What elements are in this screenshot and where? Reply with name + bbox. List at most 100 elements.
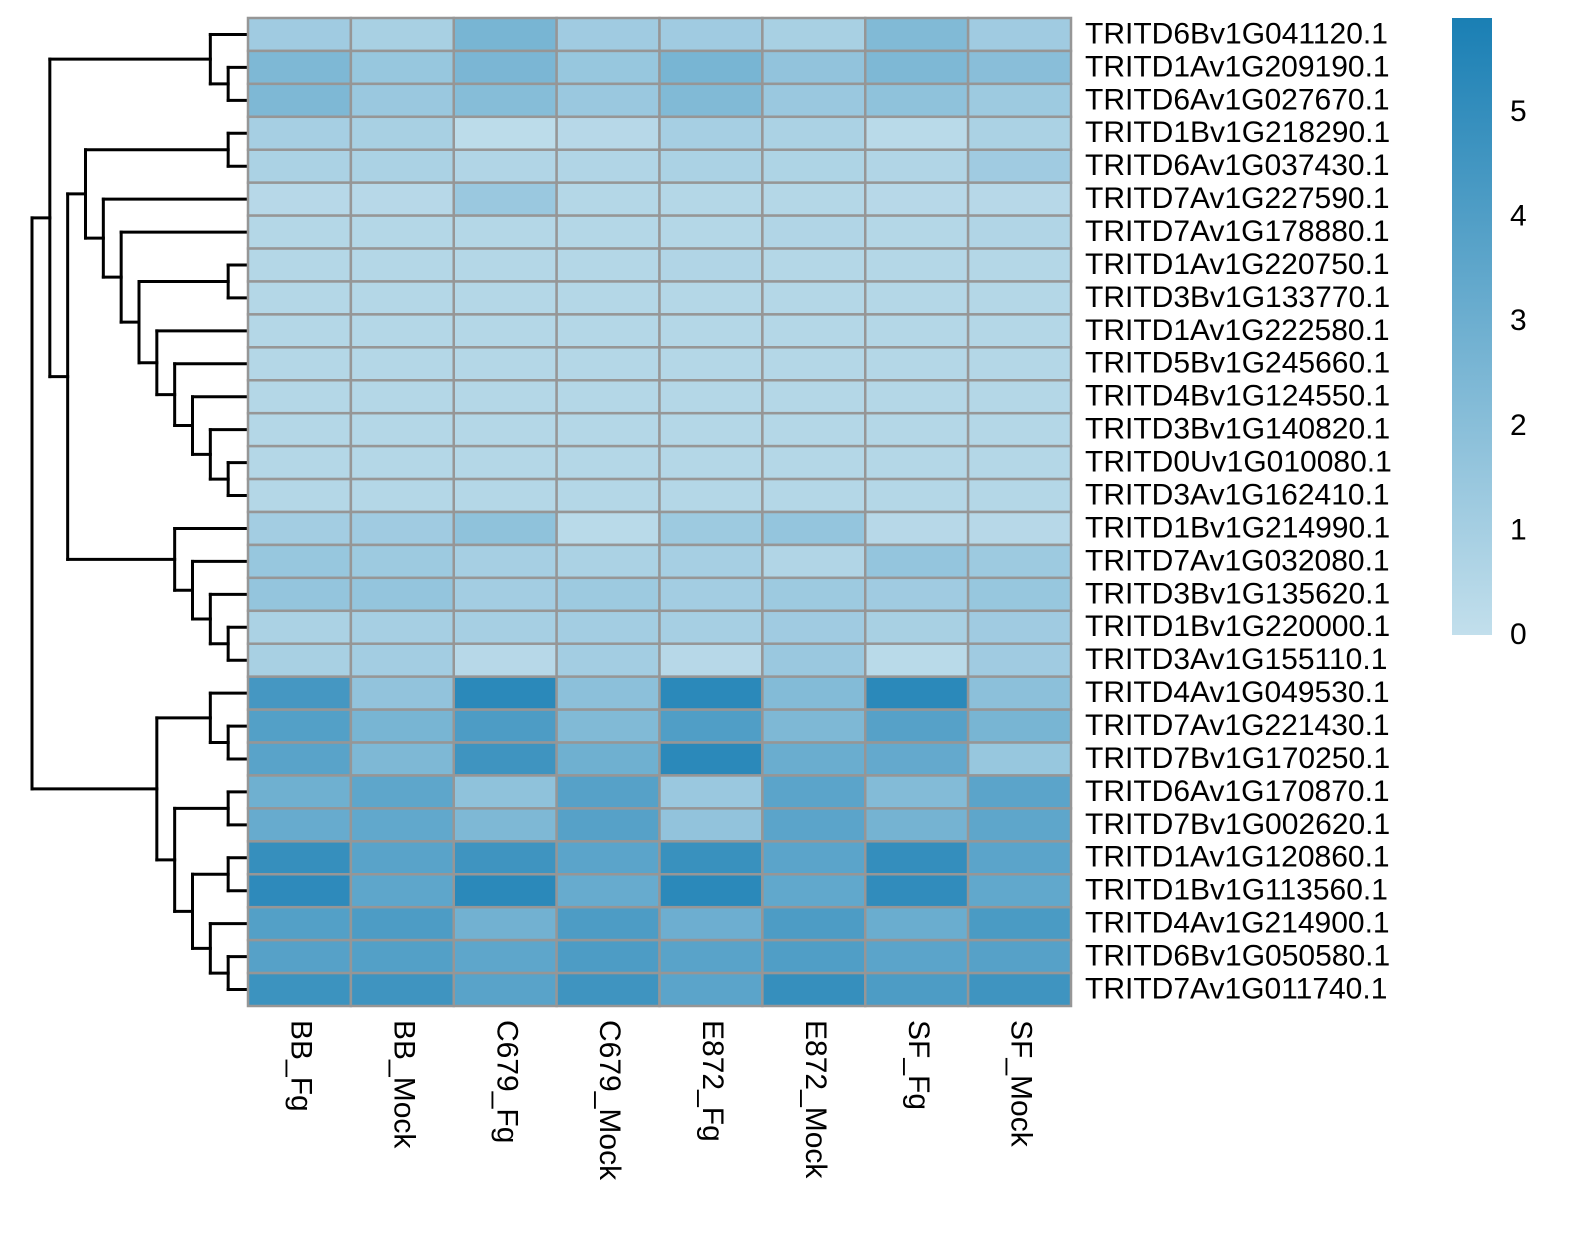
- heatmap-cell: [246, 477, 353, 514]
- heatmap-cell: [349, 807, 455, 843]
- heatmap-cell: [761, 675, 867, 711]
- heatmap-cell: [658, 971, 764, 1008]
- heatmap-cell: [761, 873, 867, 909]
- heatmap-cell: [555, 313, 661, 349]
- column-label: BB_Mock: [387, 1020, 420, 1149]
- heatmap-cell: [555, 609, 661, 645]
- heatmap-cells: [246, 16, 1073, 1008]
- heatmap-cell: [864, 971, 970, 1008]
- legend-tick-label: 3: [1510, 304, 1527, 337]
- row-label: TRITD6Bv1G041120.1: [1085, 17, 1388, 50]
- row-label: TRITD3Av1G155110.1: [1085, 643, 1387, 676]
- heatmap-cell: [864, 510, 970, 547]
- row-label: TRITD7Av1G227590.1: [1085, 182, 1390, 215]
- heatmap-cell: [658, 49, 764, 86]
- heatmap-cell: [246, 576, 353, 613]
- heatmap-cell: [658, 807, 764, 843]
- heatmap-cell: [349, 346, 455, 382]
- heatmap-cell: [966, 609, 1073, 645]
- heatmap-cell: [555, 543, 661, 580]
- heatmap-cell: [452, 49, 558, 86]
- heatmap-cell: [349, 675, 455, 711]
- heatmap-cell: [966, 708, 1073, 744]
- heatmap-cell: [658, 708, 764, 744]
- heatmap-cell: [761, 214, 867, 250]
- heatmap-cell: [452, 708, 558, 744]
- heatmap-cell: [658, 938, 764, 975]
- heatmap-cell: [864, 148, 970, 184]
- heatmap-cell: [246, 379, 353, 415]
- heatmap-cell: [452, 510, 558, 547]
- legend-tick-label: 2: [1510, 409, 1527, 442]
- row-label: TRITD7Bv1G170250.1: [1085, 742, 1390, 775]
- heatmap-cell: [761, 16, 867, 53]
- heatmap-cell: [761, 181, 867, 217]
- row-label: TRITD5Bv1G245660.1: [1085, 347, 1390, 380]
- heatmap-cell: [658, 840, 764, 876]
- heatmap-cell: [246, 115, 353, 151]
- heatmap-cell: [555, 477, 661, 514]
- heatmap-cell: [761, 379, 867, 415]
- heatmap-cell: [555, 708, 661, 744]
- heatmap-cell: [246, 313, 353, 349]
- heatmap-cell: [452, 905, 558, 942]
- heatmap-cell: [658, 411, 764, 448]
- heatmap-cell: [658, 675, 764, 711]
- heatmap-cell: [246, 16, 353, 53]
- heatmap-cell: [349, 642, 455, 678]
- column-label: BB_Fg: [285, 1020, 318, 1112]
- heatmap-cell: [658, 905, 764, 942]
- heatmap-cell: [658, 774, 764, 810]
- heatmap-cell: [966, 576, 1073, 613]
- heatmap-cell: [452, 214, 558, 250]
- heatmap-cell: [658, 247, 764, 283]
- row-label: TRITD1Av1G120860.1: [1085, 841, 1390, 874]
- heatmap-cell: [966, 313, 1073, 349]
- heatmap-cell: [349, 873, 455, 909]
- heatmap-cell: [246, 148, 353, 184]
- heatmap-cell: [761, 642, 867, 678]
- heatmap-cell: [761, 774, 867, 810]
- heatmap-cell: [658, 510, 764, 547]
- heatmap-cell: [761, 576, 867, 613]
- heatmap-cell: [555, 82, 661, 119]
- heatmap-cell: [555, 873, 661, 909]
- heatmap-cell: [761, 510, 867, 547]
- heatmap-cell: [452, 82, 558, 119]
- heatmap-cell: [452, 807, 558, 843]
- legend-tick-label: 0: [1510, 618, 1527, 651]
- heatmap-cell: [349, 313, 455, 349]
- heatmap-cell: [966, 115, 1073, 151]
- legend-tick-label: 1: [1510, 513, 1527, 546]
- heatmap-cell: [452, 346, 558, 382]
- heatmap-cell: [246, 708, 353, 744]
- row-label: TRITD4Av1G049530.1: [1085, 676, 1390, 709]
- heatmap-cell: [658, 873, 764, 909]
- heatmap-cell: [864, 543, 970, 580]
- heatmap-cell: [761, 280, 867, 316]
- heatmap-cell: [864, 938, 970, 975]
- heatmap-cell: [761, 444, 867, 481]
- heatmap-cell: [555, 115, 661, 151]
- heatmap-cell: [658, 543, 764, 580]
- column-label: E872_Fg: [696, 1020, 729, 1142]
- heatmap-cell: [349, 148, 455, 184]
- row-label: TRITD7Av1G011740.1: [1085, 972, 1387, 1005]
- heatmap-cell: [555, 444, 661, 481]
- heatmap-cell: [555, 247, 661, 283]
- heatmap-cell: [452, 115, 558, 151]
- heatmap-cell: [349, 543, 455, 580]
- heatmap-cell: [658, 576, 764, 613]
- heatmap-cell: [246, 642, 353, 678]
- heatmap-cell: [246, 214, 353, 250]
- heatmap-cell: [349, 247, 455, 283]
- heatmap-cell: [246, 675, 353, 711]
- heatmap-cell: [864, 444, 970, 481]
- heatmap-cell: [864, 115, 970, 151]
- heatmap-cell: [966, 642, 1073, 678]
- heatmap-cell: [864, 280, 970, 316]
- heatmap-cell: [452, 840, 558, 876]
- row-label: TRITD1Av1G209190.1: [1085, 50, 1390, 83]
- heatmap-cell: [966, 379, 1073, 415]
